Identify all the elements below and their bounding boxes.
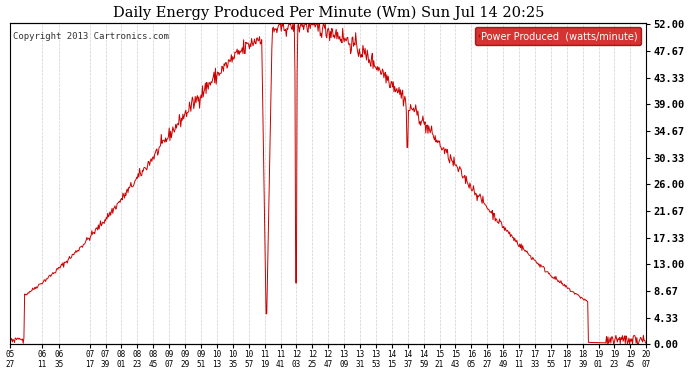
Text: Copyright 2013 Cartronics.com: Copyright 2013 Cartronics.com [13,32,169,41]
Title: Daily Energy Produced Per Minute (Wm) Sun Jul 14 20:25: Daily Energy Produced Per Minute (Wm) Su… [112,6,544,20]
Legend: Power Produced  (watts/minute): Power Produced (watts/minute) [475,27,642,45]
